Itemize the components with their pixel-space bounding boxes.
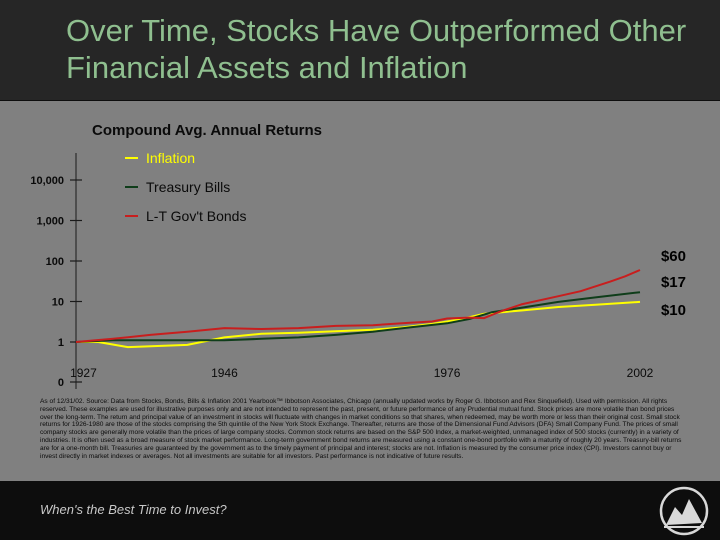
legend: Inflation Treasury Bills L-T Gov't Bonds: [125, 150, 246, 224]
x-tick-label: 1946: [211, 366, 238, 380]
chart-title: Compound Avg. Annual Returns: [92, 122, 322, 139]
y-tick-label: 100: [46, 256, 64, 268]
y-tick-label: 10,000: [30, 175, 64, 187]
footnote: As of 12/31/02. Source: Data from Stocks…: [40, 398, 682, 460]
end-labels: $10 $17 $60: [661, 248, 686, 319]
slide-title: Over Time, Stocks Have Outperformed Othe…: [66, 13, 687, 85]
y-tick-label: 1: [58, 337, 64, 349]
x-ticks: 1927 1946 1976 2002: [70, 366, 654, 380]
y-tick-label: 0: [58, 377, 64, 389]
x-tick-label: 1927: [70, 366, 97, 380]
legend-label-l-t-gov-t-bonds: L-T Gov't Bonds: [146, 208, 246, 224]
legend-label-treasury-bills: Treasury Bills: [146, 179, 230, 195]
series-lines: [75, 269, 641, 349]
x-tick-label: 2002: [627, 366, 654, 380]
rock-logo-icon: [659, 486, 709, 536]
footer-band: [0, 481, 720, 540]
end-label-treasury-bills: $17: [661, 274, 686, 291]
end-label-l-t-gov-t-bonds: $60: [661, 248, 686, 265]
y-ticks: 1 10 100 1,000 10,000 0: [30, 175, 82, 389]
series-line-l-t-gov-t-bonds: [75, 269, 641, 343]
series-line-treasury-bills: [75, 291, 641, 343]
footer-text: When's the Best Time to Invest?: [40, 502, 227, 517]
chart-panel: [0, 101, 720, 481]
legend-label-inflation: Inflation: [146, 150, 195, 166]
title-band: [0, 0, 720, 100]
chart: Compound Avg. Annual Returns 1 10 100 1,000…: [30, 122, 686, 389]
end-label-inflation: $10: [661, 302, 686, 319]
x-tick-label: 1976: [434, 366, 461, 380]
y-tick-label: 1,000: [36, 216, 64, 228]
y-tick-label: 10: [52, 297, 64, 309]
